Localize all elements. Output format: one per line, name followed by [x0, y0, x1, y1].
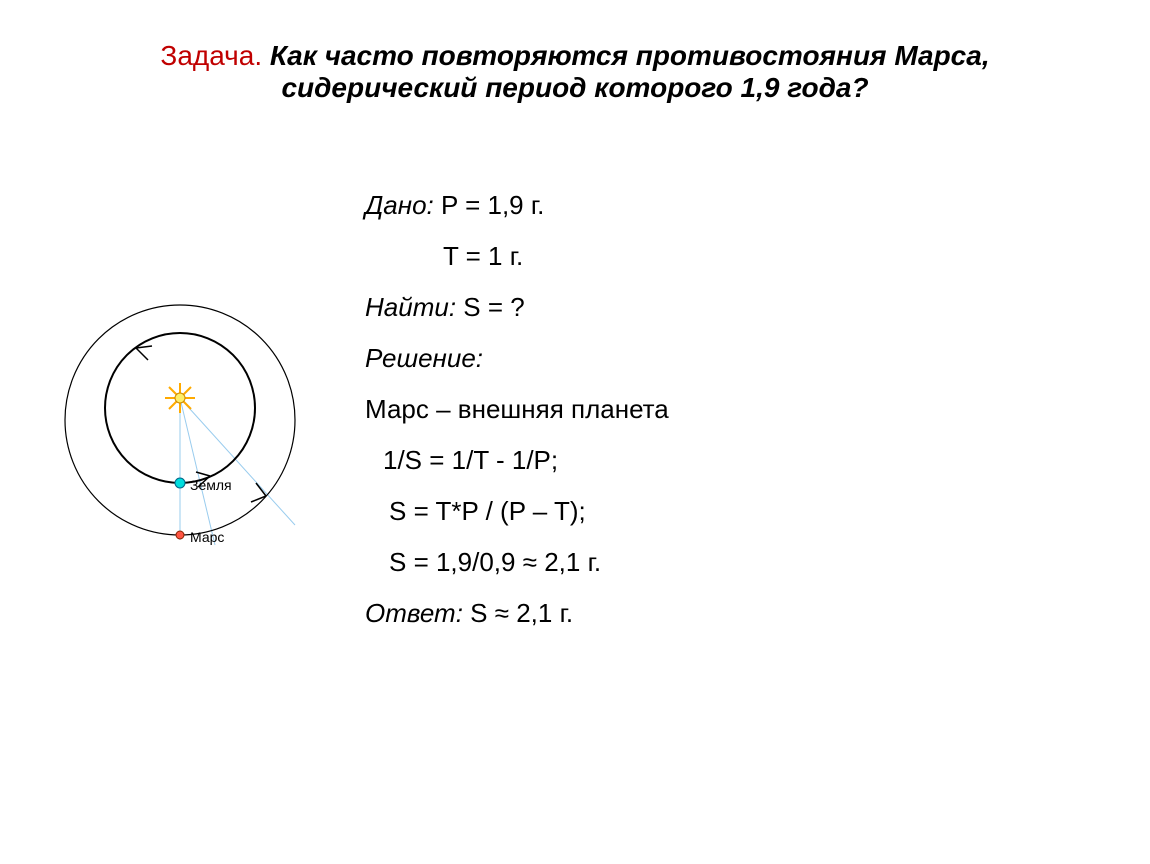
- given-p: P = 1,9 г.: [434, 190, 545, 220]
- orbit-svg: Земля Марс: [40, 280, 320, 560]
- note-line: Марс – внешняя планета: [365, 394, 1065, 425]
- answer-line: Ответ: S ≈ 2,1 г.: [365, 598, 1065, 629]
- title-label: Задача.: [160, 40, 262, 71]
- title-question-line1: Как часто повторяются противостояния Мар…: [262, 40, 989, 71]
- sun-icon: [165, 383, 195, 413]
- earth-label: Земля: [190, 477, 232, 493]
- mars-label: Марс: [190, 529, 224, 545]
- find-line: Найти: S = ?: [365, 292, 1065, 323]
- formula1: 1/S = 1/T - 1/P;: [383, 445, 558, 475]
- formula2-line: S = T*P / (P – T);: [365, 496, 1065, 527]
- sight-line-1: [180, 398, 215, 545]
- title-question-line2: сидерический период которого 1,9 года?: [281, 72, 868, 103]
- solution-label: Решение:: [365, 343, 483, 373]
- given-t: T = 1 г.: [443, 241, 523, 271]
- formula3-line: S = 1,9/0,9 ≈ 2,1 г.: [365, 547, 1065, 578]
- find-value: S = ?: [456, 292, 525, 322]
- given-line: Дано: P = 1,9 г.: [365, 190, 1065, 221]
- mars-planet: [176, 531, 184, 539]
- formula1-line: 1/S = 1/T - 1/P;: [365, 445, 1065, 476]
- solution-label-line: Решение:: [365, 343, 1065, 374]
- solution-text: Дано: P = 1,9 г. T = 1 г. Найти: S = ? Р…: [365, 190, 1065, 649]
- note-text: Марс – внешняя планета: [365, 394, 669, 424]
- earth-planet: [175, 478, 185, 488]
- given-label: Дано:: [365, 190, 434, 220]
- find-label: Найти:: [365, 292, 456, 322]
- problem-title: Задача. Как часто повторяются противосто…: [80, 40, 1070, 104]
- inner-orbit-arrow: [136, 346, 152, 360]
- given-t-line: T = 1 г.: [365, 241, 1065, 272]
- formula3: S = 1,9/0,9 ≈ 2,1 г.: [389, 547, 601, 577]
- orbit-diagram: Земля Марс: [40, 280, 320, 560]
- answer-value: S ≈ 2,1 г.: [463, 598, 573, 628]
- answer-label: Ответ:: [365, 598, 463, 628]
- formula2: S = T*P / (P – T);: [389, 496, 586, 526]
- sight-line-2: [180, 398, 295, 525]
